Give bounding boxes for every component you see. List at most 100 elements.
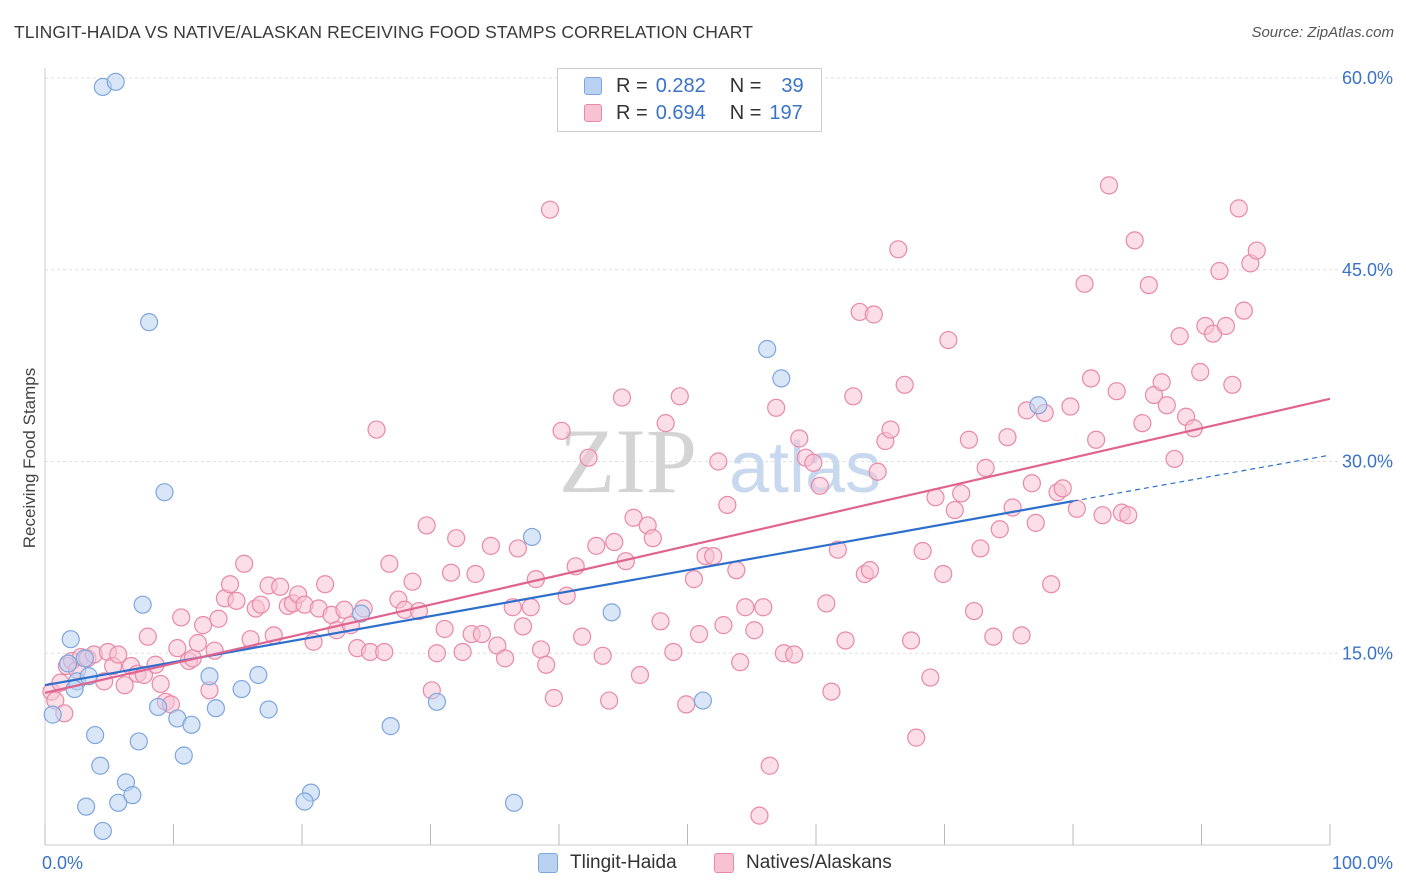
tlingit-haida-point bbox=[61, 630, 80, 649]
tlingit-haida-point bbox=[1029, 396, 1048, 415]
natives-alaskans-point bbox=[193, 616, 213, 635]
bottom-legend-label: Tlingit-Haida bbox=[570, 852, 677, 873]
legend-r-label: R = bbox=[616, 74, 648, 97]
natives-alaskans-point bbox=[844, 387, 863, 406]
natives-alaskans-point bbox=[945, 500, 964, 520]
natives-alaskans-point bbox=[836, 631, 855, 650]
legend-r-label: R = bbox=[616, 101, 648, 124]
natives-alaskans-point bbox=[495, 649, 515, 668]
natives-alaskans-point bbox=[540, 200, 560, 219]
natives-alaskans-point bbox=[466, 564, 485, 584]
natives-alaskans-point bbox=[573, 627, 592, 646]
natives-alaskans-point bbox=[513, 617, 533, 636]
natives-alaskans-point bbox=[1139, 275, 1158, 295]
tlingit-haida-point bbox=[249, 665, 268, 685]
natives-alaskans-point bbox=[1061, 397, 1080, 416]
tlingit-haida-point bbox=[139, 313, 159, 332]
legend-row-tlingit-haida: R = 0.282 N = 39 bbox=[584, 74, 804, 98]
bottom-legend-swatch-blue bbox=[538, 853, 558, 873]
natives-alaskans-point bbox=[380, 554, 399, 573]
legend-r-value: 0.282 bbox=[655, 74, 706, 97]
natives-alaskans-point bbox=[593, 646, 612, 665]
y-tick-label: 60.0% bbox=[1342, 68, 1393, 88]
natives-alaskans-point bbox=[220, 575, 240, 594]
natives-alaskans-point bbox=[115, 676, 134, 695]
natives-alaskans-point bbox=[472, 624, 491, 644]
natives-alaskans-point bbox=[1247, 241, 1266, 260]
natives-alaskans-point bbox=[1133, 414, 1152, 433]
y-tick-label: 30.0% bbox=[1342, 452, 1393, 472]
natives-alaskans-point bbox=[990, 520, 1009, 539]
natives-alaskans-point bbox=[1022, 474, 1041, 493]
natives-alaskans-point bbox=[656, 414, 675, 433]
natives-alaskans-point bbox=[235, 554, 254, 573]
tlingit-haida-point bbox=[91, 756, 110, 775]
natives-alaskans-point bbox=[976, 458, 995, 477]
natives-alaskans-point bbox=[760, 756, 779, 775]
natives-alaskans-point bbox=[718, 495, 737, 515]
natives-alaskans-point bbox=[1191, 362, 1210, 382]
natives-alaskans-point bbox=[889, 240, 908, 259]
natives-alaskans-point bbox=[860, 561, 880, 580]
natives-alaskans-point bbox=[579, 448, 598, 467]
tlingit-haida-point bbox=[352, 604, 371, 623]
natives-alaskans-point bbox=[822, 682, 841, 701]
natives-alaskans-point bbox=[670, 387, 689, 406]
natives-alaskans-point bbox=[1223, 375, 1242, 394]
tlingit-haida-point bbox=[65, 679, 84, 699]
natives-alaskans-point bbox=[1210, 261, 1229, 281]
natives-alaskans-point bbox=[251, 595, 270, 614]
natives-alaskans-point bbox=[1075, 274, 1094, 293]
natives-alaskans-point bbox=[151, 674, 170, 694]
natives-alaskans-point bbox=[453, 642, 472, 662]
tlingit-haida-point bbox=[602, 603, 621, 622]
natives-alaskans-point bbox=[881, 420, 900, 439]
natives-alaskans-point bbox=[1119, 506, 1138, 525]
natives-alaskans-point bbox=[817, 594, 836, 613]
natives-alaskans-point bbox=[605, 532, 624, 552]
natives-alaskans-point bbox=[727, 561, 746, 580]
natives-alaskans-point bbox=[481, 536, 500, 555]
natives-alaskans-points bbox=[42, 176, 1266, 825]
natives-alaskans-point bbox=[109, 645, 128, 664]
y-axis-label: Receiving Food Stamps bbox=[20, 367, 39, 549]
natives-alaskans-point bbox=[785, 645, 804, 664]
natives-alaskans-point bbox=[544, 688, 563, 708]
y-tick-label: 45.0% bbox=[1342, 260, 1393, 280]
tlingit-haida-point bbox=[148, 697, 168, 717]
bottom-legend-label: Natives/Alaskans bbox=[746, 852, 892, 873]
natives-alaskans-point bbox=[508, 539, 527, 558]
trend-lines bbox=[44, 397, 1331, 694]
bottom-legend-swatch-pink bbox=[714, 853, 734, 873]
tlingit-haida-point bbox=[182, 715, 201, 734]
natives-alaskans-point bbox=[1107, 382, 1126, 401]
natives-alaskans-point bbox=[367, 420, 386, 439]
natives-alaskans-point bbox=[684, 570, 704, 589]
tlingit-haida-point bbox=[758, 339, 777, 359]
tlingit-haida-point bbox=[693, 691, 713, 710]
legend-n-value: 197 bbox=[769, 101, 803, 124]
tlingit-haida-point bbox=[232, 679, 251, 699]
source-label: Source: ZipAtlas.com bbox=[1251, 24, 1394, 41]
natives-alaskans-point bbox=[441, 563, 461, 582]
legend-row-natives-alaskans: R = 0.694 N = 197 bbox=[584, 101, 803, 125]
natives-alaskans-point bbox=[1026, 513, 1045, 532]
natives-alaskans-point bbox=[403, 572, 422, 591]
natives-alaskans-point bbox=[188, 633, 208, 653]
natives-alaskans-point bbox=[736, 598, 755, 617]
tick-labels: 15.0% 30.0% 45.0% 60.0% 0.0% 100.0% bbox=[42, 68, 1393, 873]
bottom-legend-tlingit-haida: Tlingit-Haida bbox=[538, 852, 677, 874]
natives-alaskans-point bbox=[651, 612, 670, 631]
natives-alaskans-point bbox=[998, 428, 1017, 447]
natives-alaskans-point bbox=[1165, 449, 1184, 469]
natives-alaskans-point bbox=[790, 429, 809, 448]
natives-alaskans-point bbox=[168, 639, 187, 658]
natives-alaskans-point bbox=[227, 591, 246, 610]
natives-alaskans-point bbox=[271, 577, 290, 596]
natives-alaskans-point bbox=[612, 388, 632, 407]
natives-alaskans-point bbox=[959, 430, 979, 449]
natives-alaskans-point bbox=[1229, 199, 1248, 218]
natives-alaskans-point bbox=[552, 421, 571, 440]
natives-alaskans-point bbox=[664, 642, 683, 662]
